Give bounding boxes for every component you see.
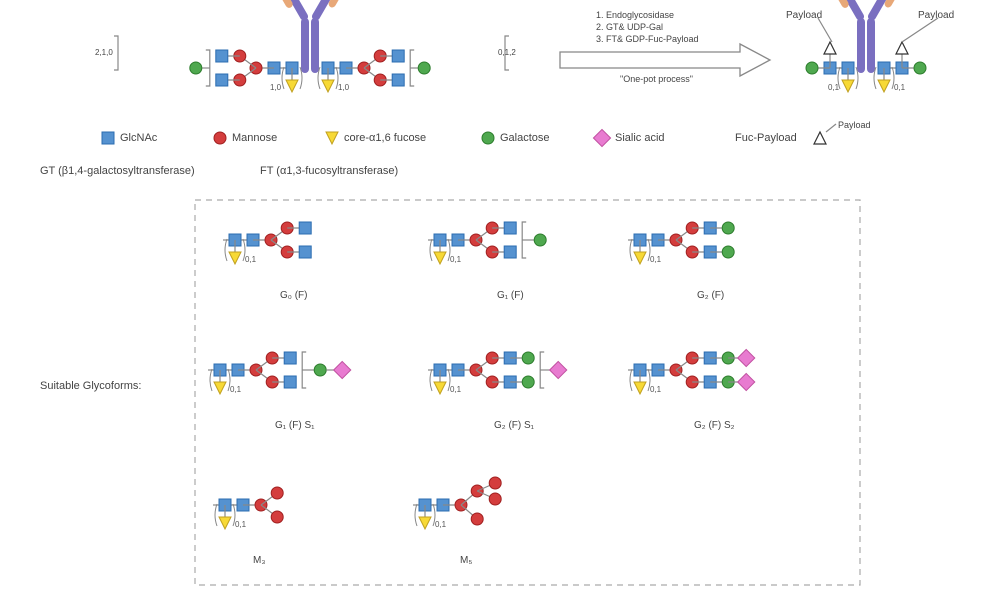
- payload-label-left: Payload: [786, 10, 822, 21]
- legend-mannose: Mannose: [232, 132, 277, 144]
- glycoforms-heading: Suitable Glycoforms:: [40, 380, 141, 392]
- label-g0f: G₀ (F): [280, 290, 307, 301]
- svg-text:0,1: 0,1: [435, 520, 447, 529]
- step-1: 1. Endoglycosidase: [596, 10, 674, 20]
- legend-sialic: Sialic acid: [615, 132, 665, 144]
- svg-text:0,1: 0,1: [828, 83, 840, 92]
- label-g2fs1: G₂ (F) S₁: [494, 420, 534, 431]
- legend-galactose: Galactose: [500, 132, 550, 144]
- enzyme-ft: FT (α1,3-fucosyltransferase): [260, 165, 398, 177]
- svg-text:0,1: 0,1: [230, 385, 242, 394]
- label-g2fs2: G₂ (F) S₂: [694, 420, 735, 431]
- legend-fucpayload: Fuc-Payload: [735, 132, 797, 144]
- one-pot-caption: "One-pot process": [620, 74, 693, 84]
- svg-text:0,1: 0,1: [650, 255, 662, 264]
- stoich-left: 2,1,0: [95, 48, 113, 57]
- legend-glcnac: GlcNAc: [120, 132, 157, 144]
- legend-fucose: core-α1,6 fucose: [344, 132, 426, 144]
- svg-text:0,1: 0,1: [650, 385, 662, 394]
- stoich-right: 0,1,2: [498, 48, 516, 57]
- label-m3: M₃: [253, 555, 265, 566]
- svg-text:1,0: 1,0: [338, 83, 350, 92]
- enzyme-gt: GT (β1,4-galactosyltransferase): [40, 165, 195, 177]
- label-g2f: G₂ (F): [697, 290, 724, 301]
- payload-label-right: Payload: [918, 10, 954, 21]
- svg-text:0,1: 0,1: [894, 83, 906, 92]
- svg-text:0,1: 0,1: [235, 520, 247, 529]
- svg-text:0,1: 0,1: [245, 255, 257, 264]
- svg-text:0,1: 0,1: [450, 255, 462, 264]
- label-m5: M₅: [460, 555, 472, 566]
- label-g1fs1: G₁ (F) S₁: [275, 420, 315, 431]
- step-2: 2. GT& UDP-Gal: [596, 22, 663, 32]
- svg-text:1,0: 1,0: [270, 83, 282, 92]
- legend-payload-text: Payload: [838, 120, 871, 130]
- label-g1f: G₁ (F): [497, 290, 524, 301]
- svg-text:0,1: 0,1: [450, 385, 462, 394]
- step-3: 3. FT& GDP-Fuc-Payload: [596, 34, 699, 44]
